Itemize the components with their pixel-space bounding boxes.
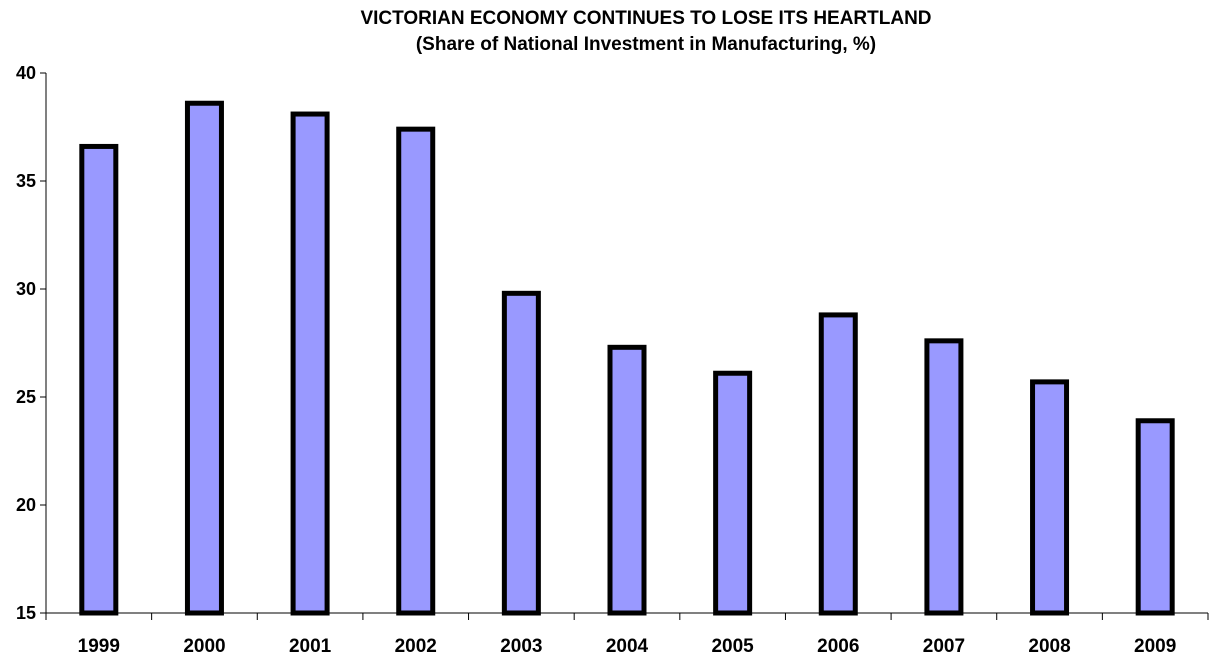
bar-2003 [501, 290, 541, 616]
y-tick-label: 20 [16, 495, 36, 515]
x-tick-label: 2007 [923, 636, 965, 657]
y-tick-label: 35 [16, 171, 36, 191]
bars [79, 100, 1175, 616]
x-tick-label: 2008 [1028, 636, 1070, 657]
x-tick-label: 2000 [183, 636, 225, 657]
y-axis: 15 20 25 30 35 40 [16, 63, 47, 623]
x-axis: 1999 2000 2001 2002 2003 2004 2005 2006 2007 2008… [45, 612, 1209, 657]
x-tick-label: 2006 [817, 636, 859, 657]
y-tick-label: 15 [16, 603, 36, 623]
x-tick-label: 2002 [395, 636, 437, 657]
bar-2001 [290, 111, 330, 616]
bar-2002 [396, 126, 436, 616]
x-tick-label: 2009 [1134, 636, 1176, 657]
y-tick-label: 30 [16, 279, 36, 299]
x-tick-label: 2001 [289, 636, 332, 657]
y-tick-label: 25 [16, 387, 36, 407]
bar-2004 [607, 344, 647, 616]
x-tick-label: 2003 [500, 636, 542, 657]
y-tick-label: 40 [16, 63, 36, 83]
bar-2000 [184, 100, 224, 616]
bar-2005 [713, 370, 753, 616]
x-tick-label: 1999 [78, 636, 120, 657]
bar-2009 [1135, 418, 1175, 616]
x-tick-label: 2004 [606, 636, 649, 657]
chart-title: VICTORIAN ECONOMY CONTINUES TO LOSE ITS … [360, 8, 931, 29]
bar-2007 [924, 338, 964, 616]
chart-subtitle: (Share of National Investment in Manufac… [416, 34, 876, 55]
bar-2006 [818, 312, 858, 616]
bar-1999 [79, 143, 119, 616]
x-tick-label: 2005 [711, 636, 754, 657]
bar-2008 [1030, 379, 1070, 616]
